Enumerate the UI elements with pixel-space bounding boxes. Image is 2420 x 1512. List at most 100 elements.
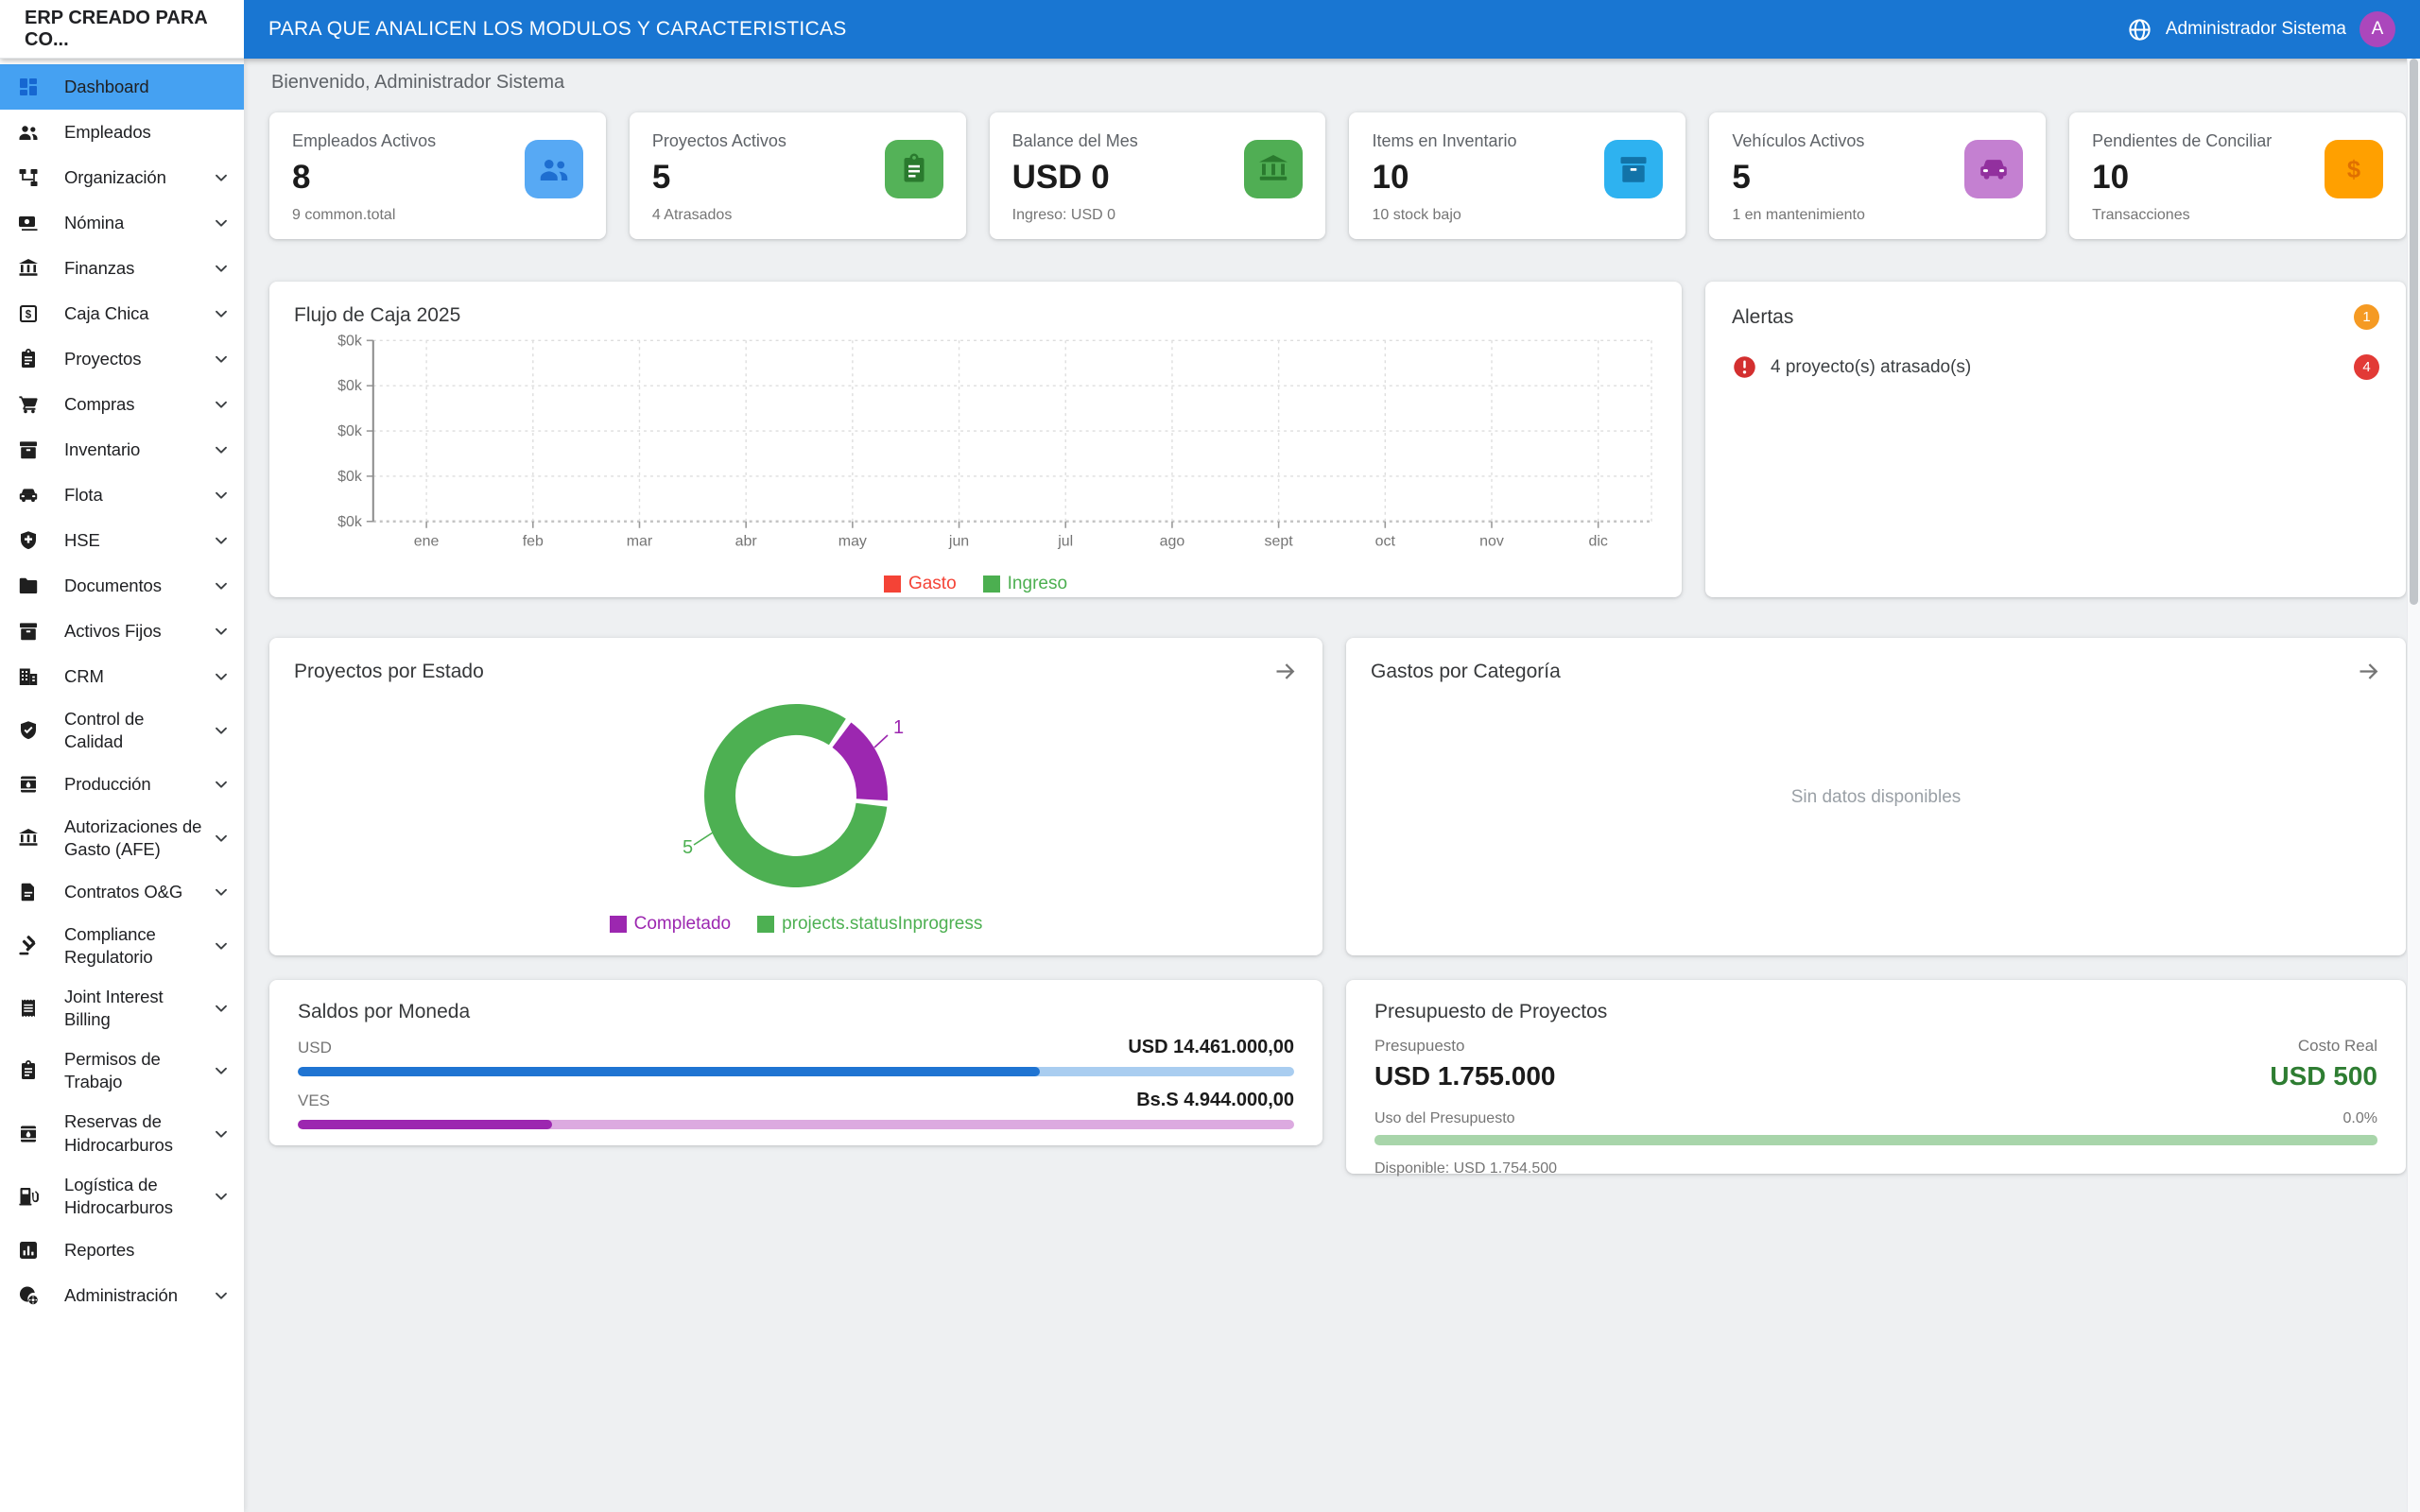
- gavel-icon: [17, 935, 40, 957]
- sidebar-item-caja-chica[interactable]: $ Caja Chica: [0, 291, 244, 336]
- stat-title: Balance del Mes: [1011, 131, 1138, 150]
- sidebar-item-contratos-o-g[interactable]: Contratos O&G: [0, 869, 244, 915]
- car-icon: [1964, 140, 2024, 198]
- stat-card-balance-del-mes: Balance del Mes USD 0 Ingreso: USD 0: [989, 112, 1326, 239]
- chevron-down-icon: [212, 936, 231, 955]
- sidebar-item-label: HSE: [64, 529, 100, 550]
- stat-subtitle: 9 common.total: [292, 207, 396, 223]
- avatar[interactable]: A: [2360, 11, 2395, 47]
- svg-text:mar: mar: [627, 534, 653, 550]
- chevron-down-icon: [212, 622, 231, 641]
- sidebar-item-proyectos[interactable]: Proyectos: [0, 336, 244, 382]
- sidebar-item-label: Producción: [64, 774, 151, 795]
- shield-check-icon: [17, 719, 40, 742]
- svg-text:$: $: [26, 309, 32, 320]
- sidebar-item-label: Activos Fijos: [64, 620, 162, 641]
- cashflow-title: Flujo de Caja 2025: [294, 304, 461, 326]
- arrow-right-icon[interactable]: [1272, 659, 1298, 684]
- alerts-card: Alertas 1 4 proyecto(s) atrasado(s) 4: [1705, 282, 2406, 597]
- sidebar: Dashboard Empleados Organización Nómina Fina…: [0, 59, 244, 1512]
- analytics-icon: [17, 1239, 40, 1262]
- budget-label: Presupuesto: [1374, 1037, 1465, 1055]
- sidebar-item-compras[interactable]: Compras: [0, 382, 244, 427]
- error-icon: [1732, 354, 1757, 380]
- sidebar-item-hse[interactable]: HSE: [0, 518, 244, 563]
- document-icon: [17, 881, 40, 903]
- sidebar-item-documentos[interactable]: Documentos: [0, 563, 244, 609]
- stat-title: Proyectos Activos: [651, 131, 786, 150]
- user-name: Administrador Sistema: [2165, 19, 2346, 39]
- chevron-down-icon: [212, 1286, 231, 1305]
- chevron-down-icon: [212, 999, 231, 1018]
- sidebar-item-control-de-calidad[interactable]: Control de Calidad: [0, 699, 244, 762]
- sidebar-item-label: Logística de Hidrocarburos: [64, 1174, 173, 1217]
- chevron-down-icon: [212, 1125, 231, 1143]
- balance-row-ves: VES Bs.S 4.944.000,00: [298, 1090, 1294, 1129]
- balance-row-usd: USD USD 14.461.000,00: [298, 1037, 1294, 1076]
- box-icon: [17, 438, 40, 461]
- sidebar-item-label: Caja Chica: [64, 302, 149, 323]
- sidebar-item-reservas-de-hidrocarburos[interactable]: Reservas de Hidrocarburos: [0, 1102, 244, 1164]
- stat-subtitle: 1 en mantenimiento: [1732, 207, 1865, 223]
- stat-value: 5: [1732, 159, 1751, 196]
- stat-card-pendientes-de-conciliar: Pendientes de Conciliar 10 Transacciones $: [2069, 112, 2406, 239]
- pump-icon: [17, 1185, 40, 1208]
- legend-item[interactable]: projects.statusInprogress: [757, 914, 982, 935]
- sidebar-item-administracion[interactable]: Administración: [0, 1273, 244, 1318]
- sidebar-item-label: Joint Interest Billing: [64, 987, 164, 1030]
- sidebar-item-activos-fijos[interactable]: Activos Fijos: [0, 609, 244, 654]
- sidebar-item-organizacion[interactable]: Organización: [0, 155, 244, 200]
- sidebar-item-label: Flota: [64, 484, 103, 505]
- sidebar-item-crm[interactable]: CRM: [0, 654, 244, 699]
- sidebar-item-produccion[interactable]: Producción: [0, 762, 244, 807]
- chevron-down-icon: [212, 1061, 231, 1080]
- sidebar-item-empleados[interactable]: Empleados: [0, 110, 244, 155]
- stat-subtitle: 10 stock bajo: [1372, 207, 1461, 223]
- sidebar-item-finanzas[interactable]: Finanzas: [0, 246, 244, 291]
- language-globe-icon[interactable]: [2127, 17, 2152, 43]
- sidebar-item-nomina[interactable]: Nómina: [0, 200, 244, 246]
- alert-item[interactable]: 4 proyecto(s) atrasado(s) 4: [1732, 354, 2379, 380]
- sidebar-item-label: Nómina: [64, 212, 125, 232]
- available-text: Disponible: USD 1.754.500: [1374, 1160, 1558, 1177]
- sidebar-item-flota[interactable]: Flota: [0, 472, 244, 518]
- sidebar-item-joint-interest-billing[interactable]: Joint Interest Billing: [0, 977, 244, 1040]
- legend-item[interactable]: Completado: [609, 914, 731, 935]
- sidebar-item-dashboard[interactable]: Dashboard: [0, 64, 244, 110]
- legend-item[interactable]: Gasto: [883, 574, 957, 594]
- balances-title: Saldos por Moneda: [298, 1001, 471, 1022]
- sidebar-item-label: Compliance Regulatorio: [64, 924, 156, 968]
- sidebar-item-label: Autorizaciones de Gasto (AFE): [64, 816, 202, 860]
- sidebar-item-inventario[interactable]: Inventario: [0, 427, 244, 472]
- sidebar-item-autorizaciones-de-gasto-afe[interactable]: Autorizaciones de Gasto (AFE): [0, 807, 244, 869]
- sidebar-item-logistica-de-hidrocarburos[interactable]: Logística de Hidrocarburos: [0, 1165, 244, 1228]
- sidebar-item-compliance-regulatorio[interactable]: Compliance Regulatorio: [0, 915, 244, 977]
- svg-text:jul: jul: [1057, 534, 1073, 550]
- scrollbar-track[interactable]: [2407, 59, 2420, 1512]
- stat-card-items-en-inventario: Items en Inventario 10 10 stock bajo: [1349, 112, 1686, 239]
- bank-icon: [17, 827, 40, 850]
- bank-icon: [1244, 140, 1304, 198]
- arrow-right-icon[interactable]: [2356, 659, 2381, 684]
- svg-text:feb: feb: [523, 534, 544, 550]
- legend-item[interactable]: Ingreso: [982, 574, 1067, 594]
- sidebar-item-label: Contratos O&G: [64, 882, 183, 902]
- chevron-down-icon: [212, 576, 231, 595]
- chevron-down-icon: [212, 531, 231, 550]
- box-icon: [1604, 140, 1664, 198]
- stat-subtitle: Ingreso: USD 0: [1011, 207, 1116, 223]
- sidebar-item-reportes[interactable]: Reportes: [0, 1228, 244, 1273]
- building-icon: [17, 665, 40, 688]
- sidebar-item-label: Finanzas: [64, 257, 135, 278]
- cashflow-chart: $0k $0k $0k $0k $0k ene feb mar abr may jun jul ago s…: [294, 327, 1657, 570]
- sidebar-item-permisos-de-trabajo[interactable]: Permisos de Trabajo: [0, 1040, 244, 1102]
- scrollbar-thumb[interactable]: [2410, 59, 2418, 605]
- svg-text:jun: jun: [948, 534, 969, 550]
- svg-text:ene: ene: [414, 534, 440, 550]
- chevron-down-icon: [212, 395, 231, 414]
- svg-text:oct: oct: [1375, 534, 1396, 550]
- sidebar-item-label: Empleados: [64, 121, 151, 142]
- budget-progress-bar: [1374, 1135, 2377, 1145]
- svg-text:$0k: $0k: [337, 333, 362, 349]
- chevron-down-icon: [212, 259, 231, 278]
